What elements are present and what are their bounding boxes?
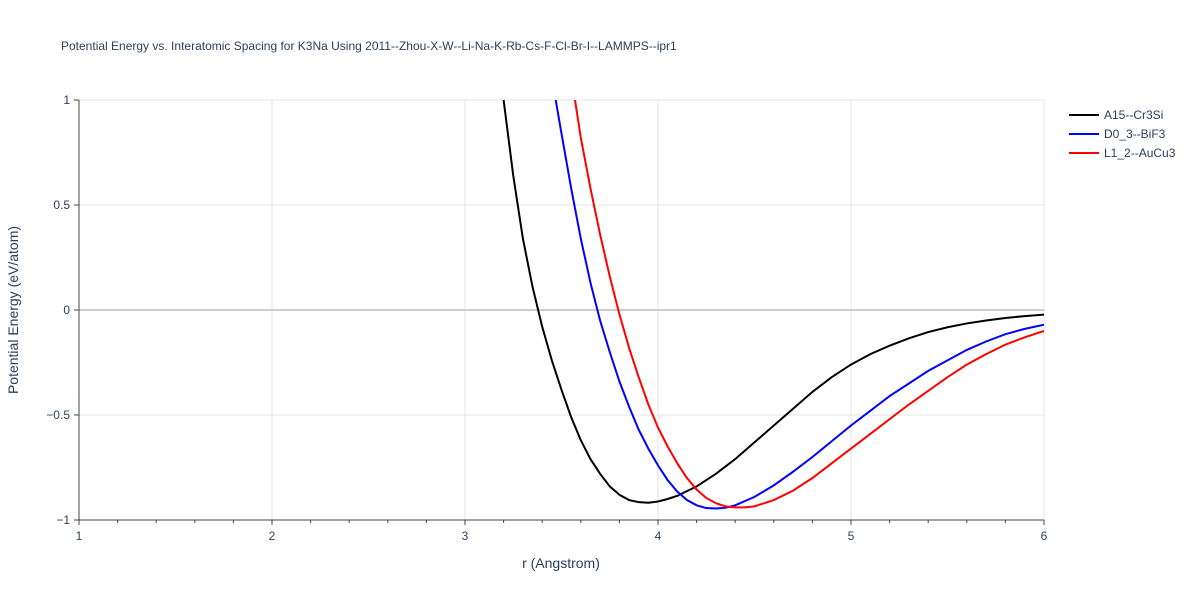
legend-item-2[interactable]: L1_2--AuCu3 [1069, 146, 1176, 160]
axes [74, 99, 1045, 525]
legend-label-2: L1_2--AuCu3 [1104, 146, 1176, 160]
legend[interactable]: A15--Cr3Si D0_3--BiF3 L1_2--AuCu3 [1069, 108, 1176, 160]
x-tick-label-0: 1 [76, 529, 83, 543]
x-axis-title: r (Angstrom) [522, 555, 600, 571]
y-tick-label-1: −0.5 [46, 408, 70, 422]
y-tick-label-4: 1 [63, 93, 70, 107]
x-tick-label-4: 5 [848, 529, 855, 543]
series-line-2[interactable] [574, 100, 1044, 509]
y-tick-label-0: −1 [56, 513, 70, 527]
y-tick-labels: −1 −0.5 0 0.5 1 [46, 93, 70, 527]
series-line-1[interactable] [554, 100, 1044, 510]
x-tick-label-1: 2 [269, 529, 276, 543]
y-axis-title: Potential Energy (eV/atom) [5, 226, 21, 394]
x-tick-label-3: 4 [655, 529, 662, 543]
x-tick-label-2: 3 [462, 529, 469, 543]
y-tick-label-2: 0 [63, 303, 70, 317]
chart-title: Potential Energy vs. Interatomic Spacing… [61, 39, 677, 53]
y-tick-label-3: 0.5 [53, 198, 70, 212]
x-tick-label-5: 6 [1041, 529, 1048, 543]
legend-item-0[interactable]: A15--Cr3Si [1069, 108, 1163, 122]
x-tick-labels: 1 2 3 4 5 6 [76, 529, 1048, 543]
legend-item-1[interactable]: D0_3--BiF3 [1069, 127, 1166, 141]
legend-label-1: D0_3--BiF3 [1104, 127, 1166, 141]
series-line-0[interactable] [502, 100, 1044, 504]
legend-label-0: A15--Cr3Si [1104, 108, 1163, 122]
series-layer [502, 100, 1044, 510]
